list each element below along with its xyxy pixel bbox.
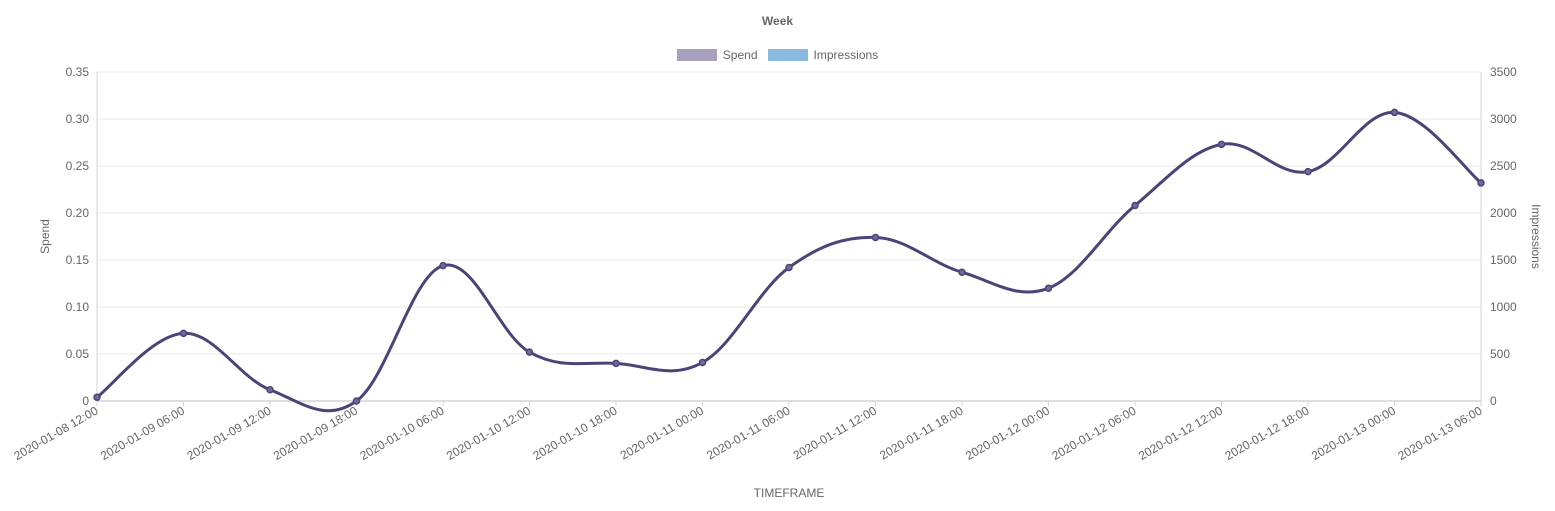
chart-title: Week: [761, 14, 794, 28]
x-tick-label: 2020-01-10 18:00: [530, 403, 619, 463]
data-point-spend: [785, 263, 793, 272]
data-point-spend: [93, 393, 101, 401]
legend-swatch-impressions: [767, 49, 808, 61]
y-tick-label-left: 0.05: [66, 347, 90, 361]
data-point-spend: [266, 385, 274, 394]
x-tick-label: 2020-01-12 18:00: [1222, 403, 1311, 463]
legend-item-impressions[interactable]: Impressions: [767, 48, 879, 62]
data-point-spend: [525, 348, 534, 356]
legend-swatch-spend: [676, 49, 717, 61]
x-tick-label: 2020-01-12 00:00: [963, 403, 1052, 463]
data-point-spend: [1477, 179, 1485, 187]
x-tick-label: 2020-01-09 12:00: [184, 403, 273, 463]
data-point-spend: [439, 261, 447, 270]
data-point-spend: [958, 268, 966, 276]
y-tick-label-left: 0.20: [66, 206, 90, 220]
data-point-spend: [871, 233, 880, 242]
x-tick-label: 2020-01-12 12:00: [1136, 403, 1225, 463]
x-tick-label: 2020-01-11 12:00: [791, 403, 880, 462]
legend: Spend Impressions: [0, 48, 1555, 62]
x-axis-title: TIMEFRAME: [754, 486, 825, 500]
legend-label-spend: Spend: [722, 48, 758, 62]
y-tick-label-right: 2000: [1490, 206, 1517, 220]
y-tick-label-right: 3500: [1490, 65, 1517, 79]
legend-item-spend[interactable]: Spend: [676, 48, 758, 62]
x-tick-label: 2020-01-10 12:00: [444, 403, 533, 463]
y-tick-label-right: 3000: [1490, 112, 1517, 126]
x-tick-label: 2020-01-11 00:00: [618, 403, 707, 462]
data-point-spend: [612, 359, 620, 368]
y-tick-label-right: 0: [1490, 394, 1497, 408]
data-point-spend: [1131, 201, 1139, 210]
data-point-spend: [1390, 108, 1399, 117]
y-tick-label-right: 500: [1490, 347, 1510, 361]
y-tick-label-left: 0.30: [66, 112, 90, 126]
x-tick-label: 2020-01-08 12:00: [11, 403, 100, 463]
legend-label-impressions: Impressions: [813, 48, 879, 62]
y-tick-label-left: 0.10: [66, 300, 90, 314]
y-tick-label-left: 0.35: [66, 65, 90, 79]
x-tick-label: 2020-01-12 06:00: [1049, 403, 1138, 463]
data-point-spend: [179, 329, 188, 338]
x-tick-label: 2020-01-11 06:00: [704, 403, 793, 462]
y-tick-label-right: 2500: [1490, 159, 1517, 173]
data-point-spend: [1304, 167, 1312, 176]
data-point-spend: [1217, 140, 1226, 149]
x-tick-label: 2020-01-11 18:00: [877, 403, 966, 462]
x-tick-label: 2020-01-13 06:00: [1395, 403, 1484, 463]
y-tick-label-right: 1500: [1490, 253, 1517, 267]
data-point-spend: [352, 397, 361, 405]
y-axis-title-right: Impressions: [1529, 204, 1543, 269]
y-tick-label-left: 0: [82, 394, 89, 408]
x-tick-label: 2020-01-09 18:00: [271, 403, 360, 463]
series-line-spend: [96, 110, 1482, 413]
x-tick-label: 2020-01-10 06:00: [357, 403, 446, 463]
data-point-spend: [1044, 284, 1053, 292]
y-axis-title-left: Spend: [38, 219, 52, 254]
y-tick-label-left: 0.15: [66, 253, 90, 267]
x-tick-label: 2020-01-09 06:00: [98, 403, 187, 463]
y-tick-label-left: 0.25: [66, 159, 90, 173]
data-point-spend: [698, 358, 707, 367]
y-tick-label-right: 1000: [1490, 300, 1517, 314]
x-tick-label: 2020-01-13 00:00: [1309, 403, 1398, 463]
